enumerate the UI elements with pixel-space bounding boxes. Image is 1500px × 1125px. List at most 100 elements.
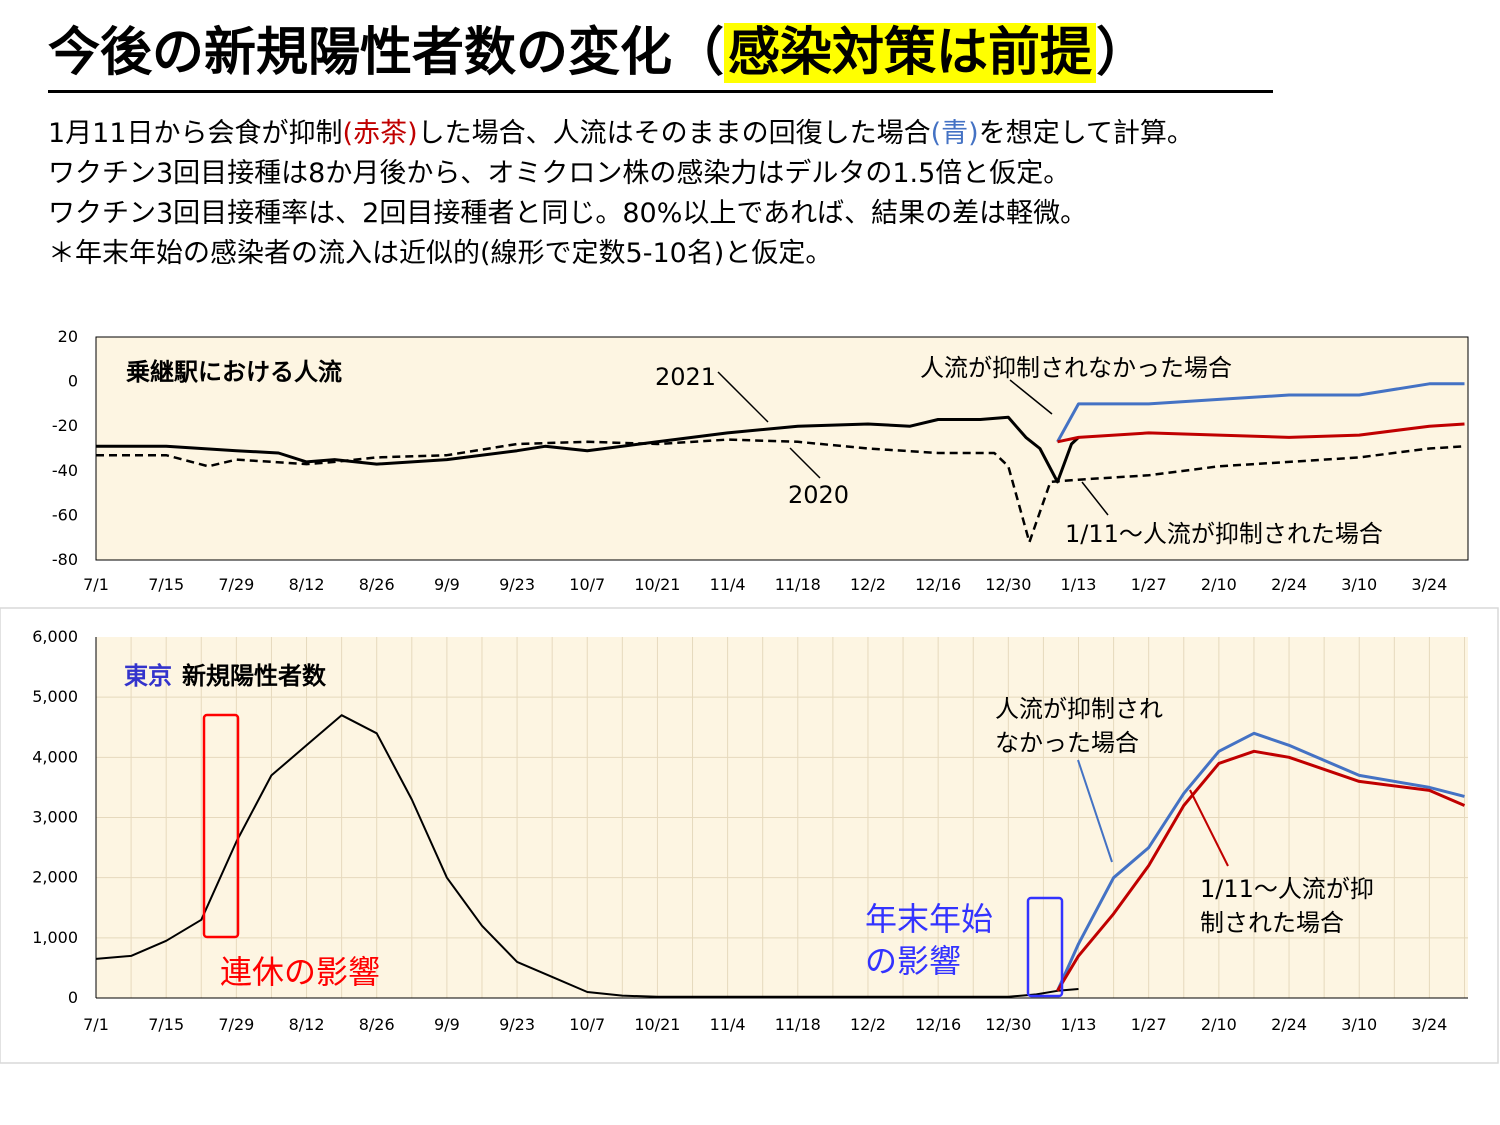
- x-tick-label: 12/30: [985, 1015, 1031, 1034]
- x-tick-label: 11/4: [710, 575, 746, 594]
- x-tick-label: 7/15: [148, 575, 184, 594]
- x-tick-label: 2/10: [1201, 575, 1237, 594]
- y-tick-label: 5,000: [32, 687, 78, 706]
- x-tick-label: 1/13: [1061, 575, 1097, 594]
- y-tick-label: 1,000: [32, 928, 78, 947]
- mobility-chart: 20 0 -20 -40 -60 -80 7/1 7/15 7/29 8/12 8/26 9/9 9/…: [52, 327, 1469, 594]
- x-tick-label: 3/10: [1341, 1015, 1377, 1034]
- x-tick-label: 12/30: [985, 575, 1031, 594]
- x-tick-label: 8/12: [289, 575, 325, 594]
- x-tick-label: 8/26: [359, 575, 395, 594]
- note-line-1: 1月11日から会食が抑制(赤茶)した場合、人流はそのままの回復した場合(青)を想…: [48, 114, 1194, 154]
- x-tick-label: 3/10: [1341, 575, 1377, 594]
- x-tick-label: 9/9: [434, 575, 460, 594]
- cases-title-main: 新規陽性者数: [182, 662, 327, 690]
- annotation-2021: 2021: [655, 363, 716, 391]
- cases-chart: 6,000 5,000 4,000 3,000 2,000 1,000 0 7/1 7/15 7…: [32, 627, 1468, 1034]
- series-line-0: [95, 714, 1079, 998]
- leader-mobility-suppressed: [1081, 481, 1109, 516]
- y-tick-label: -40: [52, 461, 78, 480]
- annotation-newyear-2: の影響: [865, 942, 961, 980]
- leader-cases-suppressed: [1189, 789, 1229, 867]
- x-tick-label: 7/29: [218, 1015, 254, 1034]
- note-1a: 1月11日から会食が抑制: [48, 118, 343, 149]
- cases-series: [95, 714, 1466, 998]
- x-tick-label: 3/24: [1411, 1015, 1447, 1034]
- annotation-newyear-1: 年末年始: [865, 900, 993, 938]
- leader-2020: [789, 447, 821, 479]
- annotation-mobility-unsuppressed: 人流が抑制されなかった場合: [920, 354, 1232, 382]
- annotation-mobility-suppressed: 1/11～人流が抑制された場合: [1065, 520, 1383, 548]
- title-end: ）: [1096, 23, 1149, 83]
- y-tick-label: -20: [52, 416, 78, 435]
- x-tick-label: 9/23: [499, 1015, 535, 1034]
- note-1-red: (赤茶): [342, 118, 418, 149]
- x-tick-label: 9/23: [499, 575, 535, 594]
- x-tick-label: 1/27: [1131, 575, 1167, 594]
- x-tick-label: 9/9: [434, 1015, 460, 1034]
- leader-2021: [717, 371, 769, 423]
- x-tick-label: 8/26: [359, 1015, 395, 1034]
- y-tick-label: 2,000: [32, 868, 78, 887]
- newyear-effect-box: [1026, 896, 1064, 998]
- x-tick-label: 1/13: [1061, 1015, 1097, 1034]
- x-tick-label: 10/7: [569, 575, 605, 594]
- note-line-2: ワクチン3回目接種は8か月後から、オミクロン株の感染力はデルタの1.5倍と仮定。: [48, 158, 1071, 189]
- title-main: 今後の新規陽性者数の変化（: [48, 23, 725, 83]
- y-tick-label: 4,000: [32, 747, 78, 766]
- x-tick-label: 11/4: [710, 1015, 746, 1034]
- cases-chart-title: 東京 新規陽性者数: [124, 662, 327, 690]
- series-line-3: [1057, 422, 1465, 444]
- mobility-x-tick-labels: 7/1 7/15 7/29 8/12 8/26 9/9 9/23 10/7 10/21 11/4 1…: [83, 575, 1447, 594]
- x-tick-label: 11/18: [775, 1015, 821, 1034]
- cases-y-tick-labels: 6,000 5,000 4,000 3,000 2,000 1,000 0: [32, 627, 78, 1007]
- x-tick-label: 2/24: [1271, 1015, 1307, 1034]
- cases-title-prefix: 東京: [124, 662, 172, 690]
- holiday-effect-box: [202, 713, 240, 939]
- leader-mobility-unsuppressed: [1009, 379, 1053, 415]
- x-tick-label: 7/15: [148, 1015, 184, 1034]
- mobility-plot-area: [95, 336, 1469, 561]
- y-tick-label: -60: [52, 505, 78, 524]
- cases-x-tick-labels: 7/1 7/15 7/29 8/12 8/26 9/9 9/23 10/7 10/21 11/4 1…: [83, 1015, 1447, 1034]
- series-line-1: [96, 438, 1465, 544]
- x-tick-label: 2/10: [1201, 1015, 1237, 1034]
- x-tick-label: 2/24: [1271, 575, 1307, 594]
- x-tick-label: 1/27: [1131, 1015, 1167, 1034]
- bottom-chart-frame: [0, 607, 1499, 1064]
- mobility-y-tick-labels: 20 0 -20 -40 -60 -80: [52, 327, 78, 569]
- x-tick-label: 11/18: [775, 575, 821, 594]
- note-1-blue: (青): [930, 118, 979, 149]
- y-tick-label: 3,000: [32, 808, 78, 827]
- mobility-series: [96, 382, 1465, 544]
- series-line-2: [1056, 382, 1465, 443]
- y-tick-label: 0: [68, 372, 78, 391]
- x-tick-label: 10/7: [569, 1015, 605, 1034]
- x-tick-label: 12/2: [850, 1015, 886, 1034]
- x-tick-label: 12/16: [915, 1015, 961, 1034]
- y-tick-label: -80: [52, 550, 78, 569]
- x-tick-label: 12/16: [915, 575, 961, 594]
- cases-grid: [95, 637, 1468, 998]
- x-tick-label: 7/1: [83, 1015, 109, 1034]
- y-tick-label: 0: [68, 988, 78, 1007]
- x-tick-label: 12/2: [850, 575, 886, 594]
- annotation-2020: 2020: [788, 481, 849, 509]
- note-1c: を想定して計算。: [978, 118, 1194, 149]
- annotation-cases-unsuppressed-2: なかった場合: [995, 729, 1139, 757]
- annotation-cases-unsuppressed-1: 人流が抑制され: [995, 695, 1163, 723]
- y-tick-label: 6,000: [32, 627, 78, 646]
- page-title: 今後の新規陽性者数の変化（感染対策は前提）: [48, 16, 1273, 93]
- annotation-cases-suppressed-2: 制された場合: [1200, 909, 1344, 937]
- x-tick-label: 7/29: [218, 575, 254, 594]
- title-highlight: 感染対策は前提: [724, 23, 1097, 83]
- note-line-4: ＊年末年始の感染者の流入は近似的(線形で定数5-10名)と仮定。: [48, 238, 833, 269]
- annotation-cases-suppressed-1: 1/11～人流が抑: [1200, 875, 1374, 903]
- leader-cases-unsuppressed: [1077, 759, 1113, 863]
- annotation-holiday-effect: 連休の影響: [220, 953, 380, 991]
- x-tick-label: 10/21: [634, 1015, 680, 1034]
- x-tick-label: 10/21: [634, 575, 680, 594]
- note-line-3: ワクチン3回目接種率は、2回目接種者と同じ。80%以上であれば、結果の差は軽微。: [48, 198, 1088, 229]
- y-tick-label: 20: [58, 327, 78, 346]
